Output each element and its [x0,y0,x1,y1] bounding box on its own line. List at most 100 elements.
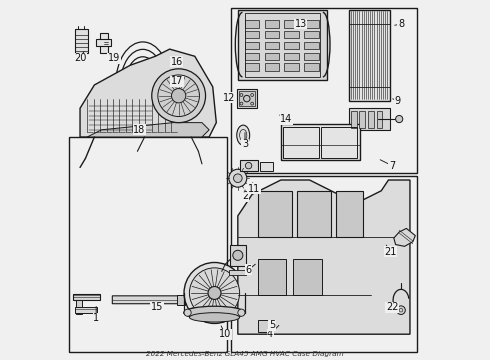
Text: 19: 19 [108,53,120,63]
Circle shape [184,262,245,323]
Bar [258,259,286,295]
Circle shape [233,250,243,260]
Bar [321,127,357,158]
Polygon shape [112,296,209,304]
Bar [100,33,108,53]
Circle shape [172,89,186,103]
Bar [304,21,319,28]
Text: 4: 4 [267,329,273,339]
Polygon shape [87,123,209,137]
Text: 10: 10 [219,329,231,339]
Polygon shape [80,49,216,137]
Bar [285,21,299,28]
Bar [377,111,382,128]
Bar [265,53,279,60]
Circle shape [245,162,252,169]
Circle shape [152,69,205,123]
Text: 6: 6 [245,265,252,275]
Bar [349,10,390,101]
Text: 15: 15 [151,302,163,312]
Circle shape [190,268,240,318]
Bar [297,191,331,237]
Polygon shape [73,294,100,300]
Bar [245,13,320,77]
Text: 3: 3 [242,139,248,149]
Bar [265,63,279,71]
Polygon shape [74,307,97,313]
Ellipse shape [237,125,250,145]
Bar [258,320,272,332]
Bar [349,108,390,130]
Bar [231,176,417,352]
Bar [368,111,374,128]
Circle shape [160,53,169,63]
Bar [238,10,327,80]
Polygon shape [76,300,82,315]
Bar [283,127,318,158]
Polygon shape [394,228,416,246]
Text: 17: 17 [171,76,183,86]
Circle shape [208,287,221,300]
Ellipse shape [184,306,245,319]
Bar [260,162,272,171]
Bar [304,31,319,39]
Bar [265,42,279,49]
Bar [294,259,322,295]
Text: 20: 20 [74,53,86,63]
Text: 16: 16 [171,57,183,67]
Bar [96,39,111,45]
Text: 1: 1 [93,313,99,323]
Bar [245,63,259,71]
Text: 2: 2 [242,191,248,201]
Bar [285,42,299,49]
Bar [126,72,143,92]
Bar [231,8,417,173]
Bar [230,244,246,266]
Bar [245,31,259,39]
Circle shape [184,309,191,316]
Bar [359,111,365,128]
Polygon shape [238,180,410,334]
Bar [304,42,319,49]
Bar [239,91,255,107]
Text: 21: 21 [384,247,396,257]
Bar [245,21,259,28]
Text: 5: 5 [269,320,275,330]
Circle shape [234,174,242,183]
Bar [265,21,279,28]
Bar [237,89,257,108]
Bar [177,295,185,305]
Circle shape [229,169,247,187]
Text: 12: 12 [222,93,235,103]
Circle shape [395,116,403,123]
Text: 9: 9 [394,96,400,106]
Bar [337,191,364,237]
Bar [191,296,196,304]
Text: 11: 11 [248,184,260,194]
Circle shape [397,306,405,315]
Text: 18: 18 [133,125,146,135]
Bar [281,125,360,160]
Text: 22: 22 [386,302,398,312]
Bar [265,31,279,39]
Text: 7: 7 [389,161,395,171]
Ellipse shape [190,313,240,322]
Circle shape [238,309,245,316]
Bar [285,63,299,71]
Bar [245,42,259,49]
Bar [285,53,299,60]
Text: 8: 8 [398,19,404,29]
Bar [74,30,88,53]
Bar [229,270,246,275]
Circle shape [160,68,168,76]
Bar [304,63,319,71]
Bar [245,53,259,60]
Bar [240,160,258,171]
Text: 14: 14 [280,114,293,124]
Bar [304,53,319,60]
Text: 2022 Mercedes-Benz GLA45 AMG HVAC Case Diagram: 2022 Mercedes-Benz GLA45 AMG HVAC Case D… [146,351,344,357]
Bar [69,137,227,352]
Text: 13: 13 [294,19,307,29]
Bar [285,31,299,39]
Bar [258,191,292,237]
